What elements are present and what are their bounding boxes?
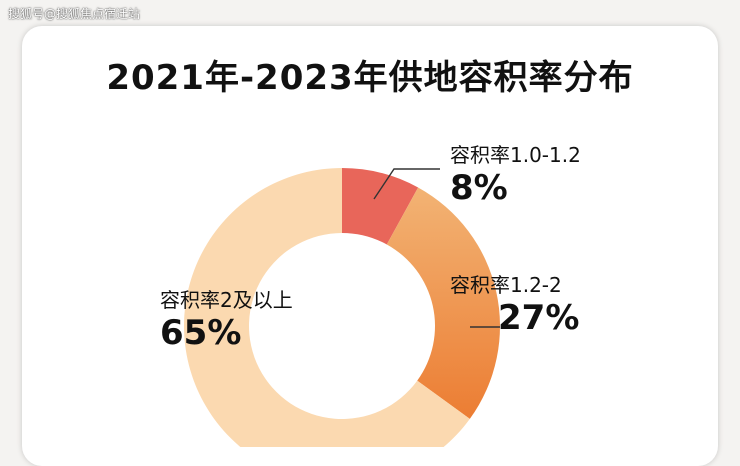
donut-chart	[184, 168, 500, 447]
donut-slice-3	[184, 168, 470, 447]
slice-label-3-name: 容积率2及以上	[160, 288, 293, 312]
slice-label-2-name: 容积率1.2-2	[450, 273, 562, 297]
slice-label-1: 容积率1.0-1.2 8%	[450, 142, 581, 208]
slice-label-2-value: 27%	[498, 298, 580, 338]
slice-label-2: 容积率1.2-2 27%	[450, 272, 579, 338]
slice-label-1-name: 容积率1.0-1.2	[450, 143, 581, 167]
donut-slice-1	[342, 168, 419, 245]
donut-slice-2	[386, 187, 500, 419]
chart-card	[22, 26, 718, 466]
watermark: 搜狐号@搜狐焦点宿迁站	[8, 7, 141, 21]
leader-line-slice-1	[373, 168, 440, 200]
slice-label-3-value: 65%	[160, 313, 242, 353]
slice-label-1-value: 8%	[450, 168, 508, 208]
chart-title: 2021年-2023年供地容积率分布	[106, 58, 634, 98]
slice-label-3: 容积率2及以上 65%	[160, 287, 293, 353]
